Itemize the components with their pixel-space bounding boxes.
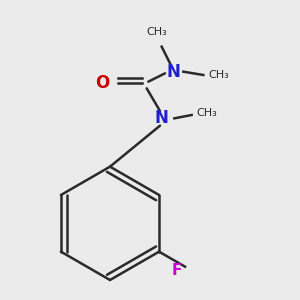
Text: N: N (155, 109, 169, 127)
Text: O: O (95, 74, 110, 92)
Text: CH₃: CH₃ (146, 27, 167, 37)
Text: CH₃: CH₃ (208, 70, 229, 80)
Text: N: N (167, 63, 180, 81)
Text: F: F (172, 262, 182, 278)
Text: CH₃: CH₃ (197, 108, 218, 118)
